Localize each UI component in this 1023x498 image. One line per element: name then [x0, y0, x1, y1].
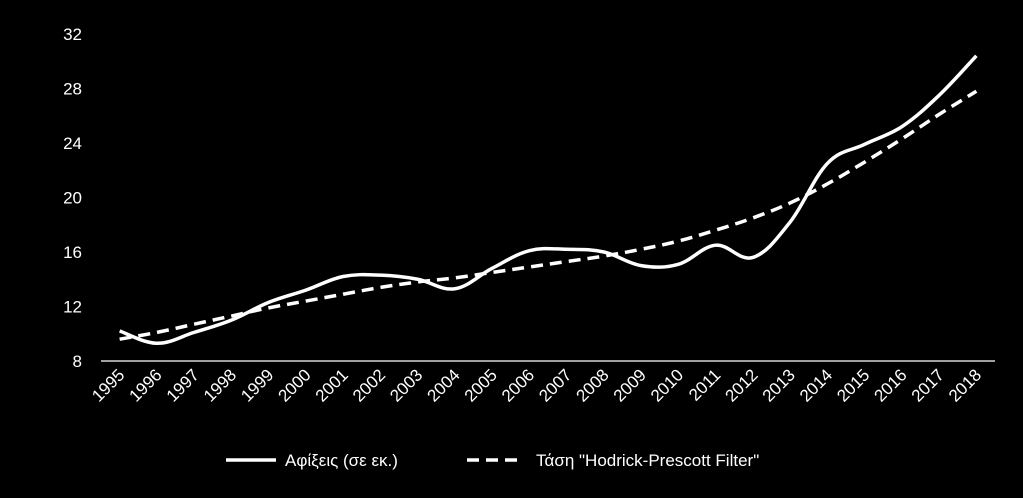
series-layer — [119, 54, 978, 346]
trend-series-line — [119, 89, 978, 341]
y-axis: 8 12 16 20 24 28 32 — [63, 25, 82, 371]
x-tick-label: 2000 — [275, 365, 315, 405]
x-tick-label: 2003 — [386, 365, 426, 405]
legend-label: Τάση "Hodrick-Prescott Filter" — [536, 451, 759, 470]
y-tick-label: 8 — [73, 352, 82, 371]
x-tick-label: 2005 — [461, 365, 501, 405]
x-tick-label: 2017 — [908, 365, 948, 405]
x-tick-label: 1999 — [237, 365, 277, 405]
y-tick-label: 20 — [63, 189, 82, 208]
x-tick-label: 2007 — [535, 365, 575, 405]
y-tick-label: 12 — [63, 298, 82, 317]
x-tick-label: 2010 — [647, 365, 687, 405]
x-tick-label: 2002 — [349, 365, 389, 405]
legend-arrivals: Αφίξεις (σε εκ.) — [226, 451, 398, 470]
legend: Αφίξεις (σε εκ.) Τάση "Hodrick-Prescott F… — [226, 451, 759, 470]
x-tick-label: 2011 — [685, 365, 724, 404]
x-tick-label: 2009 — [610, 365, 650, 405]
x-tick-label: 2018 — [945, 365, 985, 405]
x-tick-label: 2013 — [759, 365, 799, 405]
x-axis: 1995199619971998199920002001200220032004… — [88, 360, 995, 406]
x-tick-label: 1998 — [200, 365, 240, 405]
x-tick-label: 1997 — [163, 365, 203, 405]
y-tick-label: 16 — [63, 243, 82, 262]
x-tick-label: 2014 — [796, 365, 836, 405]
x-tick-label: 2006 — [498, 365, 538, 405]
x-tick-label: 2004 — [424, 365, 464, 405]
x-tick-label: 2016 — [871, 365, 911, 405]
x-tick-label: 2001 — [312, 365, 352, 405]
y-tick-label: 32 — [63, 25, 82, 44]
y-tick-label: 24 — [63, 134, 82, 153]
arrivals-series-line — [119, 54, 978, 346]
legend-label: Αφίξεις (σε εκ.) — [285, 451, 398, 470]
x-tick-label: 2012 — [722, 365, 762, 405]
x-tick-label: 2015 — [833, 365, 873, 405]
y-tick-label: 28 — [63, 80, 82, 99]
legend-trend: Τάση "Hodrick-Prescott Filter" — [467, 451, 759, 470]
x-tick-label: 2008 — [573, 365, 613, 405]
x-tick-label: 1996 — [126, 365, 166, 405]
x-tick-label: 1995 — [88, 365, 128, 405]
